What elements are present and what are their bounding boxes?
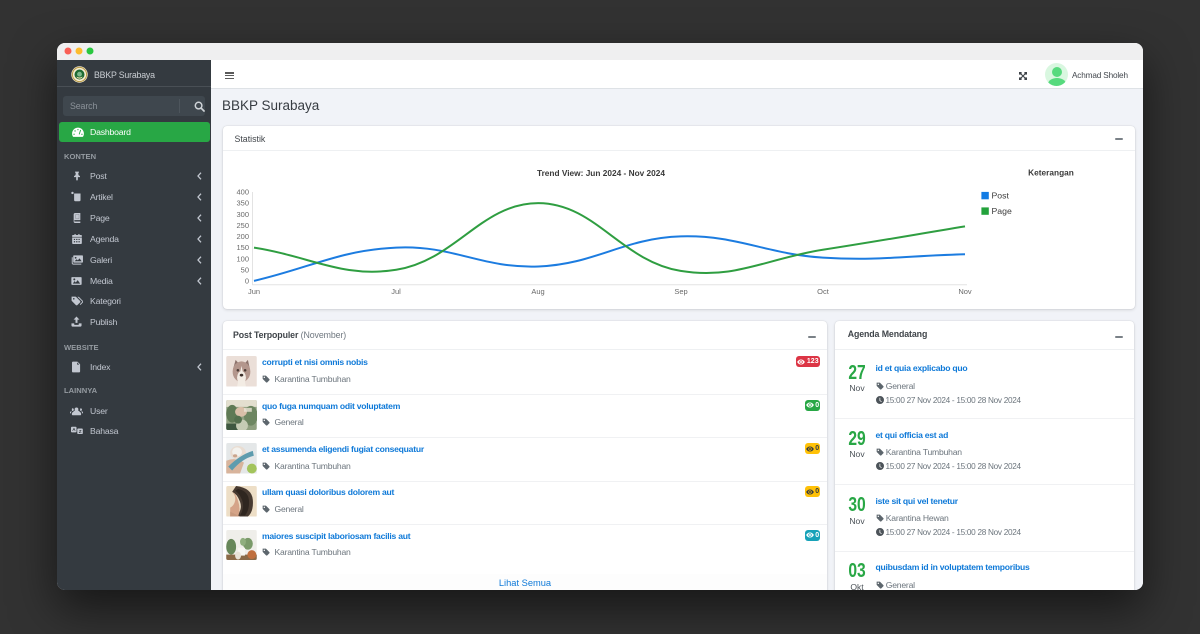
svg-text:300: 300 <box>236 209 249 218</box>
svg-text:50: 50 <box>241 265 249 274</box>
svg-text:150: 150 <box>236 243 249 252</box>
svg-text:Trend View: Jun 2024 - Nov 202: Trend View: Jun 2024 - Nov 2024 <box>537 168 665 178</box>
svg-text:A: A <box>72 427 76 432</box>
svg-text:Page: Page <box>992 206 1012 216</box>
svg-text:100: 100 <box>236 254 249 263</box>
svg-text:350: 350 <box>236 198 249 207</box>
svg-text:Jul: Jul <box>391 287 401 296</box>
svg-text:Z: Z <box>78 429 81 434</box>
svg-text:Oct: Oct <box>817 287 830 296</box>
svg-text:200: 200 <box>236 232 249 241</box>
svg-text:Aug: Aug <box>531 287 544 296</box>
svg-text:Keterangan: Keterangan <box>1028 167 1074 177</box>
svg-text:Post: Post <box>992 190 1010 200</box>
svg-text:250: 250 <box>236 220 249 229</box>
svg-text:Sep: Sep <box>674 287 687 296</box>
svg-text:0: 0 <box>245 276 249 285</box>
svg-text:Nov: Nov <box>958 287 972 296</box>
svg-text:Jun: Jun <box>248 287 260 296</box>
svg-text:400: 400 <box>236 187 249 196</box>
